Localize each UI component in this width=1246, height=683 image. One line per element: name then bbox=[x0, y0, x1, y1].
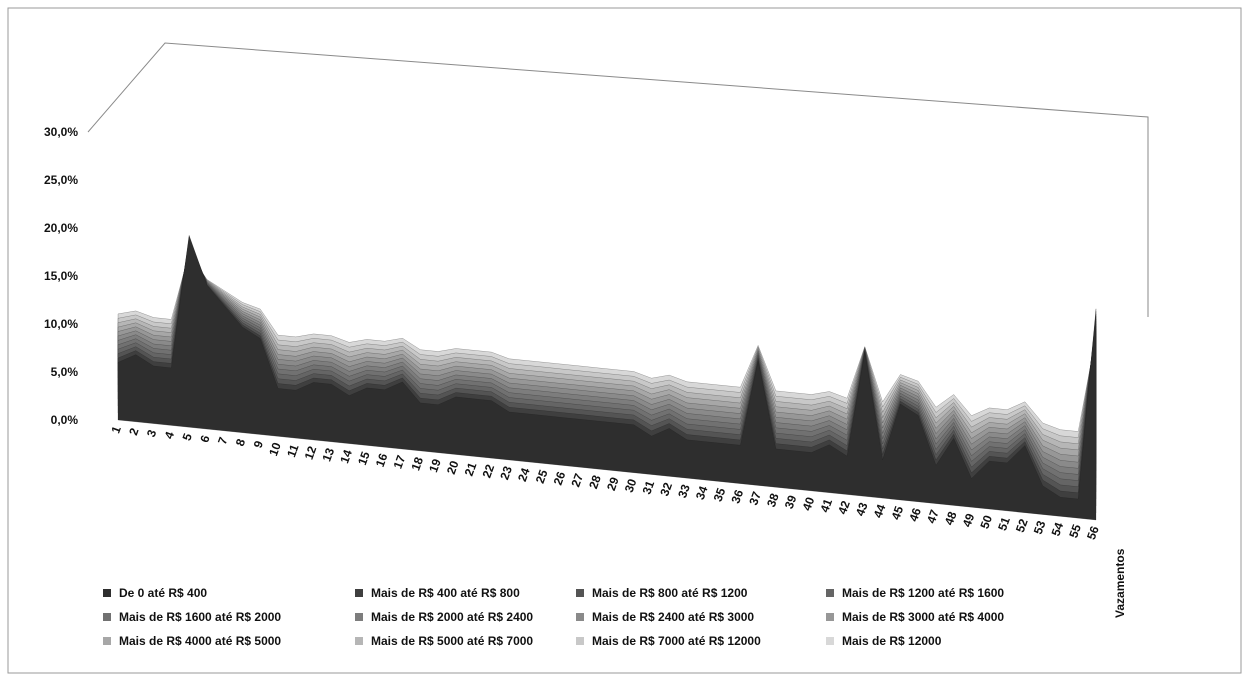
legend-label: Mais de R$ 12000 bbox=[842, 634, 942, 648]
x-tick-label: 29 bbox=[604, 475, 622, 493]
x-tick-label: 47 bbox=[924, 508, 942, 526]
x-tick-label: 28 bbox=[586, 473, 604, 491]
x-tick-label: 17 bbox=[391, 453, 409, 471]
series-ribbon-1 bbox=[117, 235, 1097, 521]
x-tick-label: 49 bbox=[960, 511, 978, 529]
back-wall-outline bbox=[87, 42, 1149, 317]
x-tick-label: 20 bbox=[444, 458, 462, 476]
y-tick-label: 5,0% bbox=[51, 365, 79, 379]
x-tick-label: 9 bbox=[251, 438, 267, 449]
x-tick-label: 53 bbox=[1031, 518, 1049, 536]
x-tick-label: 10 bbox=[266, 440, 284, 458]
x-tick-label: 15 bbox=[355, 449, 373, 467]
x-tick-label: 32 bbox=[657, 480, 675, 498]
x-tick-label: 51 bbox=[995, 515, 1013, 533]
x-tick-label: 3 bbox=[144, 428, 160, 439]
legend-swatch bbox=[576, 613, 584, 621]
legend-swatch bbox=[103, 613, 111, 621]
x-tick-label: 34 bbox=[693, 484, 711, 502]
legend-label: Mais de R$ 2000 até R$ 2400 bbox=[371, 610, 533, 624]
legend-swatch bbox=[355, 589, 363, 597]
legend-label: Mais de R$ 7000 até R$ 12000 bbox=[592, 634, 761, 648]
x-tick-label: 4 bbox=[162, 429, 178, 440]
legend-swatch bbox=[355, 637, 363, 645]
x-tick-label: 5 bbox=[180, 431, 196, 442]
x-tick-label: 7 bbox=[215, 435, 231, 446]
x-tick-label: 46 bbox=[906, 506, 924, 524]
legend-swatch bbox=[103, 589, 111, 597]
x-tick-label: 23 bbox=[497, 464, 515, 482]
x-tick-label: 24 bbox=[515, 466, 533, 484]
x-tick-label: 41 bbox=[817, 497, 835, 515]
x-tick-label: 16 bbox=[373, 451, 391, 469]
x-tick-label: 38 bbox=[764, 491, 782, 509]
x-tick-label: 40 bbox=[800, 495, 818, 513]
legend-label: Mais de R$ 3000 até R$ 4000 bbox=[842, 610, 1004, 624]
legend-swatch bbox=[355, 613, 363, 621]
legend-swatch bbox=[576, 589, 584, 597]
legend-label: Mais de R$ 1600 até R$ 2000 bbox=[119, 610, 281, 624]
legend-label: Mais de R$ 400 até R$ 800 bbox=[371, 586, 520, 600]
x-tick-label: 52 bbox=[1013, 517, 1031, 535]
legend-swatch bbox=[826, 613, 834, 621]
x-tick-label: 45 bbox=[888, 504, 906, 522]
legend-label: Mais de R$ 2400 até R$ 3000 bbox=[592, 610, 754, 624]
x-tick-label: 13 bbox=[319, 446, 337, 464]
y-tick-label: 20,0% bbox=[44, 221, 78, 235]
x-tick-label: 2 bbox=[126, 426, 142, 437]
x-tick-label: 33 bbox=[675, 482, 693, 500]
legend-swatch bbox=[576, 637, 584, 645]
x-tick-label: 42 bbox=[835, 498, 853, 516]
x-tick-label: 48 bbox=[942, 509, 960, 527]
legend-label: Mais de R$ 800 até R$ 1200 bbox=[592, 586, 748, 600]
x-tick-label: 27 bbox=[568, 471, 586, 489]
legend-label: Mais de R$ 5000 até R$ 7000 bbox=[371, 634, 533, 648]
x-tick-label: 35 bbox=[711, 486, 729, 504]
x-tick-label: 50 bbox=[977, 513, 995, 531]
x-tick-label: 11 bbox=[284, 442, 302, 459]
x-tick-label: 8 bbox=[233, 437, 249, 448]
x-tick-label: 14 bbox=[337, 448, 355, 466]
x-tick-label: 36 bbox=[728, 488, 746, 506]
x-tick-label: 55 bbox=[1066, 522, 1084, 540]
x-tick-label: 30 bbox=[622, 477, 640, 495]
y-tick-label: 25,0% bbox=[44, 173, 78, 187]
legend-label: Mais de R$ 1200 até R$ 1600 bbox=[842, 586, 1004, 600]
x-tick-label: 39 bbox=[782, 493, 800, 511]
legend-swatch bbox=[826, 637, 834, 645]
y-tick-label: 15,0% bbox=[44, 269, 78, 283]
x-tick-label: 22 bbox=[480, 462, 498, 480]
legend-swatch bbox=[103, 637, 111, 645]
x-tick-label: 26 bbox=[551, 469, 569, 487]
x-tick-label: 19 bbox=[426, 457, 444, 475]
y-tick-label: 30,0% bbox=[44, 125, 78, 139]
x-tick-label: 18 bbox=[408, 455, 426, 473]
x-tick-label: 12 bbox=[302, 444, 320, 462]
y-tick-label: 0,0% bbox=[51, 413, 79, 427]
x-tick-label: 1 bbox=[108, 424, 124, 435]
x-tick-label: 43 bbox=[853, 500, 871, 518]
x-tick-label: 56 bbox=[1084, 524, 1102, 542]
x-tick-label: 44 bbox=[871, 502, 889, 520]
legend-label: Mais de R$ 4000 até R$ 5000 bbox=[119, 634, 281, 648]
y-tick-label: 10,0% bbox=[44, 317, 78, 331]
x-tick-label: 21 bbox=[462, 460, 480, 478]
legend-swatch bbox=[826, 589, 834, 597]
x-tick-label: 31 bbox=[640, 478, 658, 496]
x-tick-label: 54 bbox=[1049, 520, 1067, 538]
x-tick-label: 25 bbox=[533, 468, 551, 486]
legend-label: De 0 até R$ 400 bbox=[119, 586, 207, 600]
depth-axis-label: Vazamentos bbox=[1113, 548, 1127, 618]
x-tick-label: 37 bbox=[746, 489, 764, 507]
x-tick-label: 6 bbox=[197, 433, 213, 444]
